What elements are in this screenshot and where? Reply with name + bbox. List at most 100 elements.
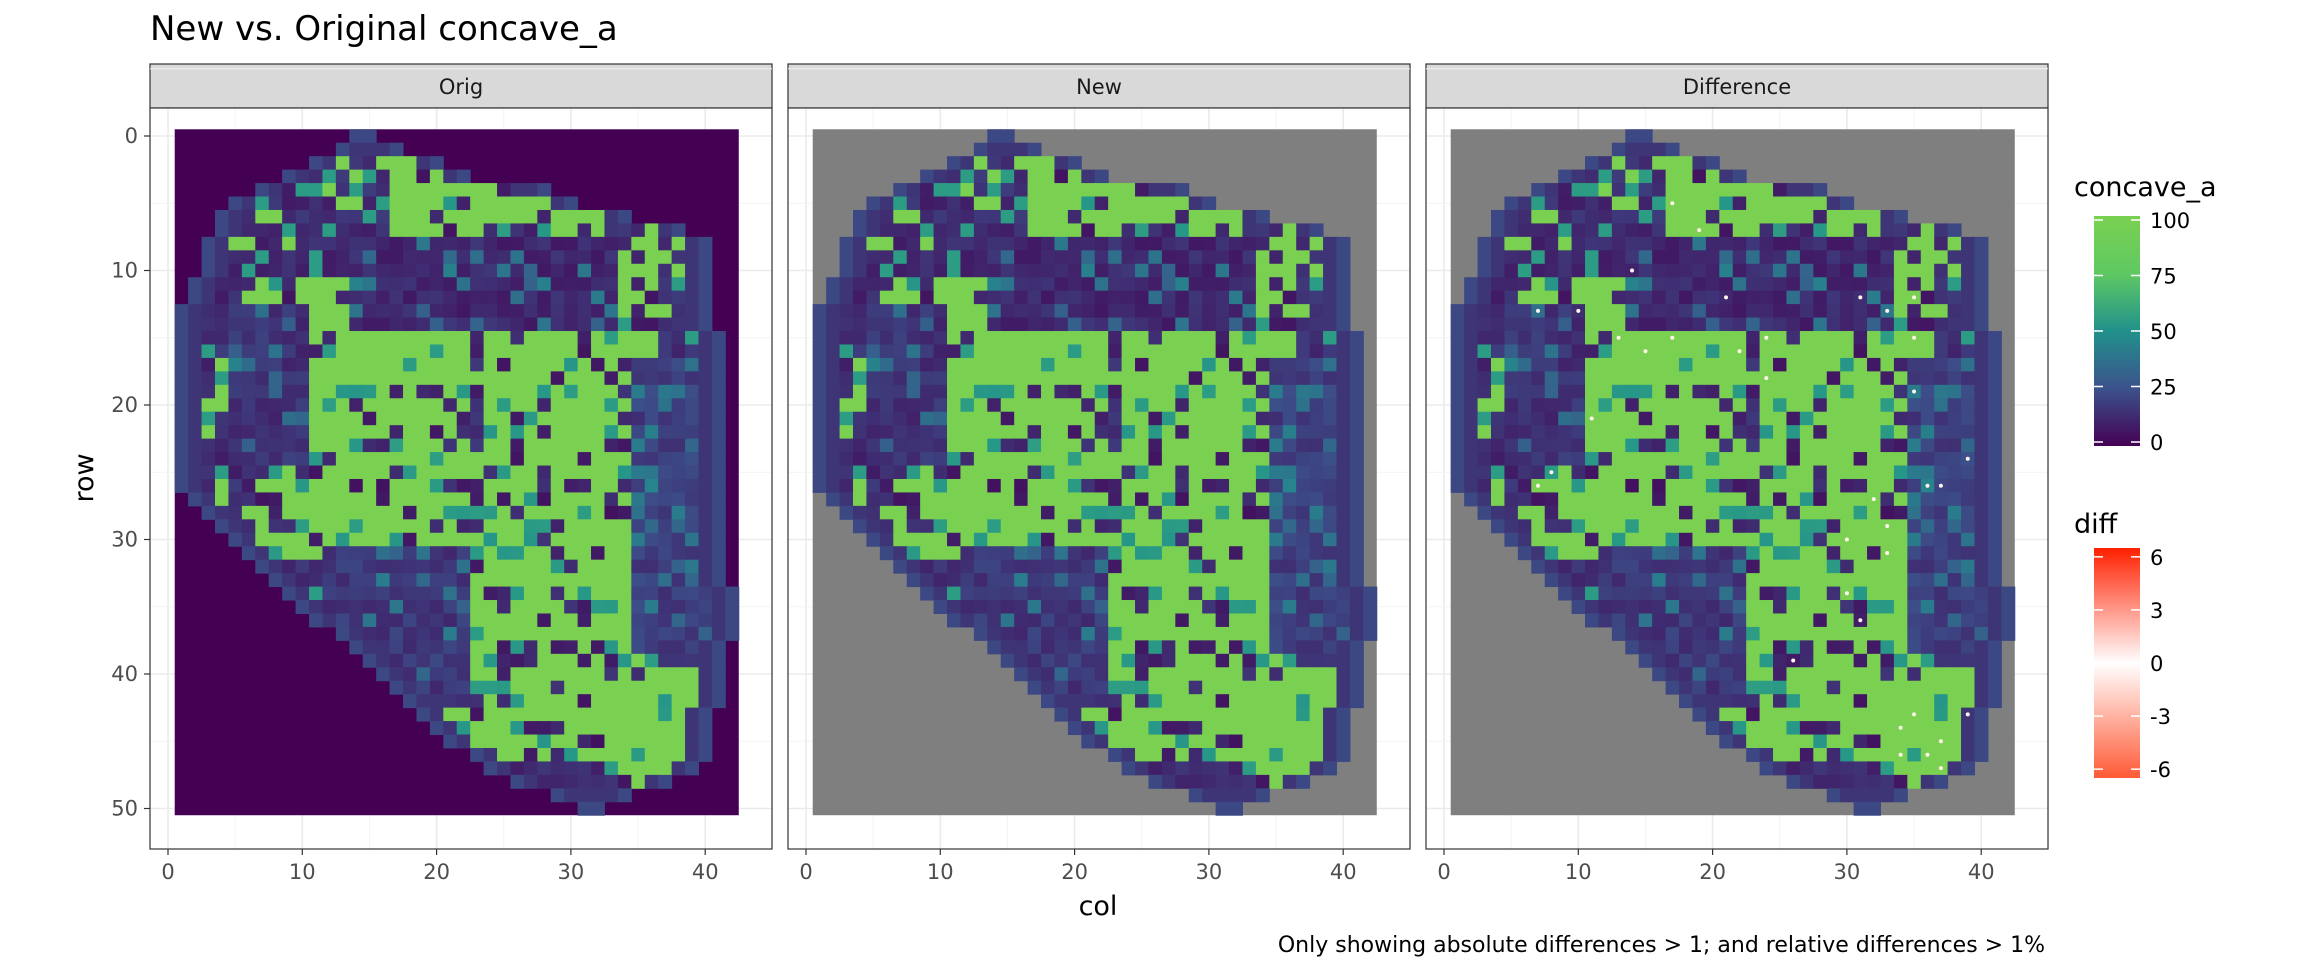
- raster-cell: [1229, 505, 1243, 520]
- raster-cell: [1491, 290, 1505, 305]
- raster-cell: [201, 438, 216, 453]
- raster-cell: [1679, 600, 1693, 614]
- raster-cell: [1625, 156, 1640, 171]
- raster-cell: [1625, 398, 1640, 413]
- raster-cell: [1813, 546, 1828, 561]
- raster-cell: [215, 304, 229, 319]
- raster-cell: [960, 357, 975, 372]
- raster-cell: [1732, 680, 1747, 695]
- raster-cell: [228, 532, 243, 547]
- raster-cell: [1705, 667, 1720, 682]
- difference-point: [1912, 295, 1917, 300]
- raster-cell: [906, 425, 921, 440]
- raster-cell: [470, 209, 485, 224]
- raster-cell: [1108, 277, 1123, 292]
- raster-cell: [1746, 532, 1761, 547]
- raster-cell: [1094, 640, 1109, 655]
- raster-cell: [564, 331, 579, 345]
- raster-cell: [497, 600, 511, 614]
- raster-cell: [604, 573, 619, 588]
- raster-cell: [1531, 331, 1546, 345]
- raster-cell: [617, 600, 632, 614]
- raster-cell: [1665, 344, 1680, 359]
- raster-cell: [839, 304, 854, 319]
- raster-cell: [1531, 438, 1546, 453]
- raster-cell: [1544, 223, 1559, 238]
- raster-cell: [1255, 613, 1270, 628]
- raster-cell: [1907, 398, 1922, 413]
- raster-cell: [1108, 357, 1123, 372]
- raster-cell: [282, 492, 297, 507]
- raster-cell: [1215, 250, 1230, 265]
- raster-cell: [711, 532, 726, 547]
- raster-cell: [255, 209, 270, 224]
- raster-cell: [1517, 196, 1532, 211]
- raster-cell: [1517, 277, 1532, 292]
- raster-cell: [826, 344, 841, 359]
- raster-cell: [1665, 680, 1680, 695]
- raster-cell: [1544, 290, 1559, 305]
- raster-cell: [470, 747, 485, 762]
- raster-cell: [577, 707, 592, 722]
- raster-cell: [497, 398, 511, 413]
- raster-cell: [853, 398, 867, 413]
- raster-cell: [1148, 613, 1163, 628]
- raster-cell: [1611, 398, 1626, 413]
- raster-cell: [1611, 626, 1626, 641]
- raster-cell: [416, 573, 431, 588]
- raster-cell: [604, 788, 619, 803]
- difference-point: [1898, 752, 1903, 757]
- raster-cell: [268, 465, 283, 480]
- raster-cell: [443, 357, 458, 372]
- raster-cell: [403, 156, 417, 171]
- raster-cell: [1000, 142, 1015, 157]
- raster-cell: [1041, 626, 1055, 641]
- raster-cell: [1161, 721, 1176, 736]
- raster-cell: [1679, 532, 1693, 547]
- raster-cell: [389, 236, 404, 251]
- raster-cell: [1517, 492, 1532, 507]
- raster-cell: [1880, 236, 1895, 251]
- raster-cell: [1719, 357, 1734, 372]
- raster-cell: [1585, 209, 1599, 224]
- raster-cell: [1296, 478, 1311, 493]
- raster-cell: [456, 317, 471, 332]
- raster-cell: [1242, 492, 1257, 507]
- raster-cell: [1907, 653, 1922, 668]
- raster-cell: [309, 277, 323, 292]
- raster-cell: [1067, 411, 1082, 426]
- raster-cell: [1014, 478, 1029, 493]
- raster-cell: [644, 721, 659, 736]
- x-tick-label: 10: [1565, 860, 1592, 884]
- raster-cell: [1867, 317, 1881, 332]
- raster-cell: [282, 223, 297, 238]
- raster-cell: [812, 452, 827, 467]
- raster-cell: [1880, 653, 1895, 668]
- raster-cell: [879, 384, 894, 399]
- raster-cell: [443, 492, 458, 507]
- raster-cell: [685, 398, 699, 413]
- raster-cell: [1000, 478, 1015, 493]
- raster-cell: [416, 452, 431, 467]
- raster-cell: [1309, 532, 1324, 547]
- raster-cell: [591, 250, 605, 265]
- raster-cell: [443, 331, 458, 345]
- raster-cell: [389, 667, 404, 682]
- raster-cell: [1175, 223, 1190, 238]
- raster-cell: [497, 613, 511, 628]
- raster-cell: [1853, 707, 1868, 722]
- raster-cell: [1786, 613, 1801, 628]
- raster-cell: [1202, 613, 1217, 628]
- raster-cell: [322, 411, 337, 426]
- raster-cell: [1638, 263, 1653, 278]
- raster-cell: [349, 223, 364, 238]
- raster-cell: [322, 478, 337, 493]
- raster-cell: [711, 613, 726, 628]
- raster-cell: [1611, 277, 1626, 292]
- raster-cell: [1705, 586, 1720, 601]
- raster-cell: [1121, 290, 1136, 305]
- raster-cell: [920, 277, 935, 292]
- raster-cell: [631, 747, 646, 762]
- raster-cell: [906, 223, 921, 238]
